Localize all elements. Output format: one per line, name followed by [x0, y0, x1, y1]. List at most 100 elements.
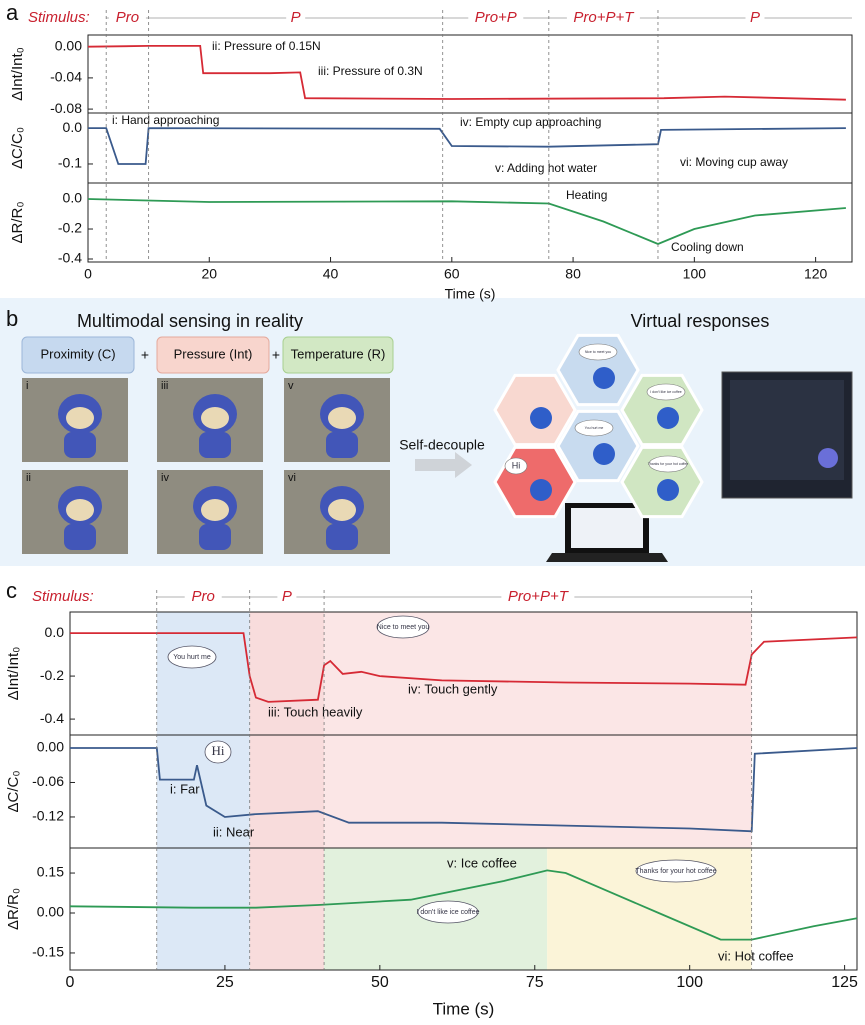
stimulus-segment: Pro [116, 9, 139, 26]
doll-body [199, 432, 231, 458]
photo-label: iv [161, 472, 169, 484]
doll-body [199, 524, 231, 550]
speech-bubble [574, 419, 614, 437]
stimulus-label-bg [501, 588, 575, 606]
stimulus-label: Stimulus: [28, 9, 90, 26]
x-tick-label: 50 [371, 974, 389, 991]
doll-body [64, 524, 96, 550]
annotation: vi: Moving cup away [680, 155, 788, 169]
y-axis-label: ΔInt/Int₀ [5, 647, 22, 701]
x-tick-label: 100 [683, 266, 707, 282]
y-axis-label: ΔInt/Int₀ [9, 47, 26, 101]
y-axis-label: ΔC/C₀ [9, 127, 26, 169]
x-tick-label: 0 [66, 974, 75, 991]
shaded-region [156, 848, 250, 970]
doll-face [328, 407, 356, 429]
x-axis-label: Time (s) [445, 286, 496, 302]
mode-box [21, 336, 135, 374]
mode-box [282, 336, 394, 374]
bubble-text: I don't like ice coffee [416, 909, 479, 916]
y-tick-label: 0.0 [63, 190, 83, 206]
annotation: iii: Touch heavily [268, 704, 363, 719]
x-tick-label: 20 [201, 266, 217, 282]
speech-bubble [648, 455, 688, 473]
plot-frame [87, 182, 853, 263]
mode-label: Temperature (R) [291, 346, 386, 361]
data-line [87, 198, 846, 245]
doll-face [201, 407, 229, 429]
stimulus-label: Stimulus: [32, 588, 94, 605]
data-line [70, 747, 858, 833]
mode-label: Proximity (C) [40, 346, 115, 361]
y-tick-label: -0.12 [32, 808, 64, 824]
speech-bubble [417, 900, 479, 924]
data-line [88, 127, 846, 165]
avatar [818, 448, 838, 468]
bubble-text: Hi [212, 743, 225, 758]
shaded-region [156, 612, 250, 735]
speech-bubble [204, 740, 232, 764]
stimulus-label-bg [468, 9, 524, 27]
stimulus-label-bg [286, 9, 306, 27]
stimulus-segment: Pro+P+T [508, 588, 570, 605]
doll-body [326, 524, 358, 550]
doll-face [66, 407, 94, 429]
y-tick-label: -0.2 [40, 667, 64, 683]
x-axis-label: Time (s) [433, 999, 495, 1018]
mode-label: Pressure (Int) [174, 346, 253, 361]
annotation: iv: Empty cup approaching [460, 115, 601, 129]
stimulus-label-bg [108, 9, 146, 27]
bubble-text: Nice to meet you [377, 624, 430, 631]
data-line [87, 45, 846, 101]
y-tick-label: 0.00 [55, 37, 82, 53]
mode-box [156, 336, 270, 374]
annotation: ii: Near [213, 824, 255, 839]
plus: + [141, 347, 149, 363]
y-axis-label: ΔR/R₀ [9, 201, 26, 243]
bubble-text: You hurt me [585, 426, 604, 430]
stimulus-label-bg [566, 9, 640, 27]
laptop-base [546, 553, 668, 562]
doll-body [326, 432, 358, 458]
avatar [593, 367, 615, 389]
panel-label: c [6, 578, 17, 603]
stimulus-segment: P [291, 9, 301, 26]
y-axis-label: ΔR/R₀ [5, 888, 22, 930]
bubble-text: Thanks for your hot coffee [635, 868, 716, 875]
plus: + [272, 347, 280, 363]
panel-b-background [0, 298, 865, 566]
avatar [593, 443, 615, 465]
speech-bubble [376, 615, 430, 639]
bubble-text: You hurt me [173, 654, 211, 661]
x-tick-label: 25 [216, 974, 234, 991]
panel-label: a [6, 0, 19, 25]
stimulus-label-bg [277, 588, 297, 606]
y-tick-label: 0.15 [37, 864, 64, 880]
photo-label: ii [26, 472, 31, 484]
annotation: vi: Hot coffee [718, 948, 794, 963]
annotation: v: Ice coffee [447, 855, 517, 870]
annotation: v: Adding hot water [495, 161, 597, 175]
arrow-label: Self-decouple [399, 437, 485, 453]
x-tick-label: 100 [676, 974, 703, 991]
stimulus-segment: Pro+P+T [573, 9, 635, 26]
stimulus-label-bg [184, 588, 222, 606]
doll-face [328, 499, 356, 521]
stimulus-segment: P [750, 9, 760, 26]
annotation: iii: Pressure of 0.3N [318, 64, 423, 78]
y-axis-label: ΔC/C₀ [5, 770, 22, 812]
y-tick-label: 0.0 [45, 624, 65, 640]
y-tick-label: -0.1 [58, 155, 82, 171]
panel-label: b [6, 306, 18, 331]
bubble-text: Hi [512, 460, 521, 470]
y-tick-label: -0.4 [40, 710, 64, 726]
x-tick-label: 120 [804, 266, 828, 282]
speech-bubble [504, 457, 528, 475]
x-tick-label: 80 [565, 266, 581, 282]
y-tick-label: 0.00 [37, 739, 64, 755]
avatar [530, 479, 552, 501]
annotation: i: Far [170, 781, 200, 796]
y-tick-label: 0.0 [63, 119, 83, 135]
plot-frame [69, 847, 858, 971]
